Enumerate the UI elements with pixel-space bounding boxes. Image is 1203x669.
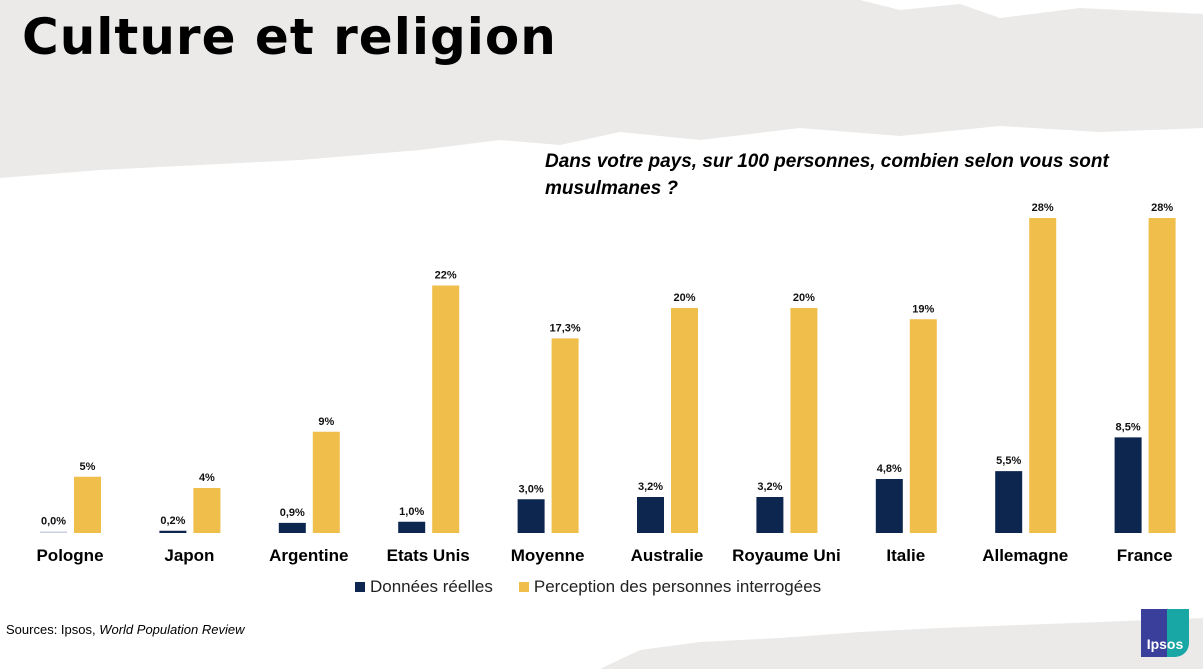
page-title: Culture et religion bbox=[22, 8, 557, 66]
legend-item-perceived: Perception des personnes interrogées bbox=[518, 577, 822, 597]
data-label: 9% bbox=[318, 416, 334, 428]
legend-swatch-perceived bbox=[518, 582, 529, 592]
data-label: 0,2% bbox=[160, 515, 185, 527]
category-label: Australie bbox=[631, 546, 704, 565]
category-label: Pologne bbox=[36, 546, 103, 565]
category-label: Moyenne bbox=[511, 546, 585, 565]
data-label: 5% bbox=[80, 461, 96, 473]
bar-perceived bbox=[909, 319, 937, 533]
bar-real bbox=[398, 521, 426, 533]
category-label: Italie bbox=[886, 546, 925, 565]
bar-real bbox=[756, 497, 784, 533]
data-label: 20% bbox=[793, 292, 815, 304]
bar-perceived bbox=[312, 431, 340, 533]
bar-real bbox=[517, 499, 545, 533]
chart-legend: Données réelles Perception des personnes… bbox=[355, 577, 821, 597]
bar-real bbox=[278, 522, 306, 533]
category-label: France bbox=[1117, 546, 1173, 565]
bar-perceived bbox=[193, 488, 221, 533]
data-label: 4% bbox=[199, 472, 215, 484]
bar-real bbox=[159, 530, 187, 533]
chart-question: Dans votre pays, sur 100 personnes, comb… bbox=[545, 151, 1109, 199]
bar-perceived bbox=[551, 338, 579, 533]
data-label: 22% bbox=[435, 270, 457, 282]
source-prefix: Sources: Ipsos, bbox=[6, 622, 100, 637]
legend-label: Perception des personnes interrogées bbox=[533, 577, 822, 596]
bar-perceived bbox=[74, 476, 101, 533]
data-label: 1,0% bbox=[399, 506, 424, 518]
data-label: 3,2% bbox=[638, 481, 663, 493]
logo-text: Ipsos bbox=[1146, 636, 1184, 652]
data-label: 28% bbox=[1151, 202, 1173, 214]
bar-real bbox=[1114, 437, 1142, 533]
category-label: Argentine bbox=[269, 546, 348, 565]
legend-item-real: Données réelles bbox=[355, 577, 493, 597]
data-label: 20% bbox=[673, 292, 695, 304]
data-label: 28% bbox=[1032, 202, 1054, 214]
legend-label: Données réelles bbox=[370, 577, 493, 596]
data-label: 0,9% bbox=[280, 507, 305, 519]
data-label: 17,3% bbox=[549, 322, 580, 334]
bar-perceived bbox=[1148, 218, 1176, 533]
source-italic: World Population Review bbox=[99, 622, 245, 637]
bar-perceived bbox=[1029, 218, 1057, 533]
legend-swatch-real bbox=[355, 582, 365, 592]
data-label: 8,5% bbox=[1116, 421, 1141, 433]
data-label: 5,5% bbox=[996, 455, 1021, 467]
bar-real bbox=[875, 479, 903, 533]
bar-perceived bbox=[790, 308, 818, 533]
bar-real bbox=[995, 471, 1023, 533]
data-label: 0,0% bbox=[41, 516, 66, 528]
data-label: 19% bbox=[912, 303, 934, 315]
data-label: 3,0% bbox=[519, 483, 544, 495]
bar-real bbox=[637, 497, 664, 533]
bar-perceived bbox=[432, 285, 460, 533]
ipsos-logo: Ipsos bbox=[1141, 609, 1189, 657]
category-label: Allemagne bbox=[982, 546, 1068, 565]
bar-perceived bbox=[671, 308, 698, 533]
data-label: 4,8% bbox=[877, 463, 902, 475]
source-note: Sources: Ipsos, World Population Review bbox=[6, 622, 244, 637]
data-label: 3,2% bbox=[757, 481, 782, 493]
category-label: Japon bbox=[164, 546, 214, 565]
category-label: Etats Unis bbox=[387, 546, 470, 565]
bar-real bbox=[40, 531, 67, 533]
category-label: Royaume Uni bbox=[732, 546, 841, 565]
